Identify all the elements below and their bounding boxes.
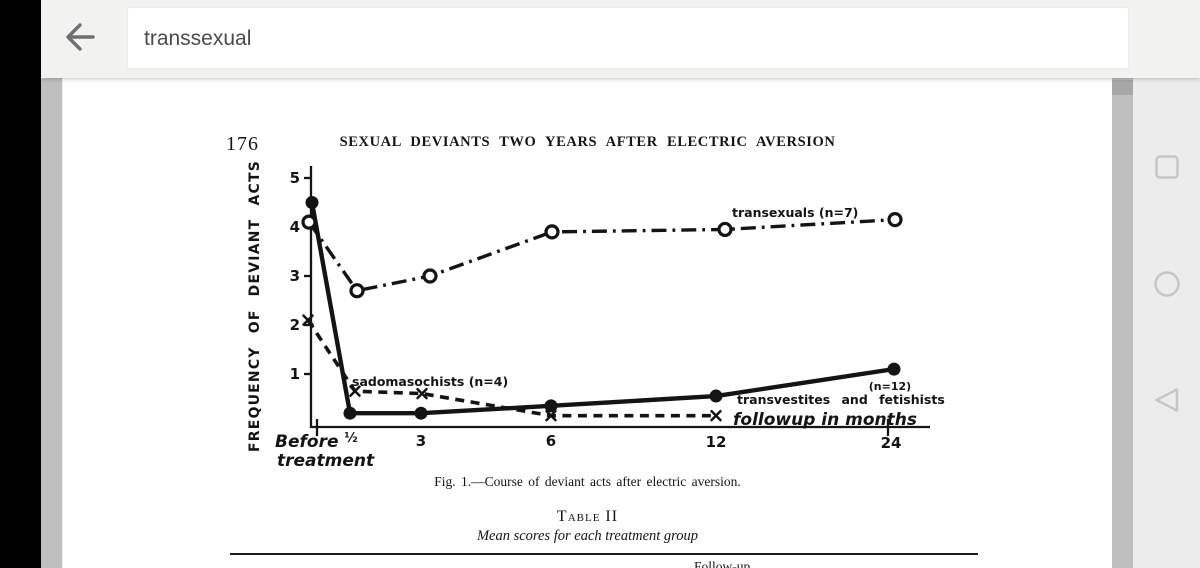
table-title: Table II: [556, 508, 619, 525]
x-tick-label: ½: [344, 431, 357, 446]
chart-annotation: transvestites and fetishists: [737, 392, 945, 407]
search-input[interactable]: [142, 8, 1106, 70]
marker-open-circle-icon: [301, 214, 317, 230]
x-tick-label: 3: [416, 432, 426, 450]
x-tick-label: 12: [706, 433, 727, 451]
marker-filled-circle-icon: [343, 406, 357, 420]
nav-back-button[interactable]: [1145, 378, 1189, 422]
marker-open-circle-icon: [717, 221, 733, 238]
table-rule: [230, 553, 978, 555]
scrollbar-thumb[interactable]: [1112, 80, 1133, 95]
figure-axes: [309, 166, 930, 429]
y-tick-label: 2: [290, 316, 300, 334]
recents-square-icon: [1155, 155, 1179, 179]
document-page: 176 SEXUAL DEVIANTS TWO YEARS AFTER ELEC…: [63, 78, 1112, 568]
viewer-gutter-left: [41, 78, 62, 568]
x-tick-label-before: treatment: [277, 451, 375, 471]
y-axis-title: FREQUENCY OF DEVIANT ACTS: [247, 160, 263, 452]
recents-button[interactable]: [1145, 145, 1189, 189]
chart-annotation: followup in months: [733, 410, 917, 430]
viewer-gutter-right: [1112, 78, 1133, 568]
marker-open-circle-icon: [544, 224, 560, 240]
back-triangle-icon: [1155, 388, 1179, 412]
series-line-transvestites-fetishists: [309, 202, 895, 416]
home-circle-icon: [1154, 271, 1180, 297]
y-tick-label: 5: [290, 169, 300, 187]
y-tick-label: 4: [290, 218, 300, 236]
search-toolbar: [41, 0, 1200, 78]
marker-open-circle-icon: [887, 212, 903, 228]
page-number: 176: [226, 133, 259, 155]
marker-filled-circle-icon: [414, 406, 428, 420]
table-subtitle: Mean scores for each treatment group: [476, 528, 699, 544]
marker-x-icon: [710, 409, 722, 422]
android-nav-bar: [1133, 0, 1200, 568]
home-button[interactable]: [1145, 262, 1189, 306]
marker-x-icon: [545, 409, 557, 422]
x-tick-label: 6: [546, 432, 556, 450]
marker-filled-circle-icon: [709, 389, 723, 403]
chart-annotation: (n=12): [869, 380, 911, 393]
running-title: SEXUAL DEVIANTS TWO YEARS AFTER ELECTRIC…: [339, 134, 836, 150]
chart-annotation: sadomasochists (n=4): [352, 374, 508, 389]
marker-filled-circle-icon: [305, 196, 319, 209]
x-tick-label: 24: [881, 434, 902, 452]
back-arrow-icon: [66, 22, 95, 51]
letterbox-strip: [0, 0, 41, 568]
chart-annotation: transexuals (n=7): [732, 205, 858, 220]
marker-open-circle-icon: [349, 283, 365, 299]
marker-filled-circle-icon: [887, 362, 901, 376]
marker-filled-circle-icon: [544, 399, 558, 413]
marker-open-circle-icon: [422, 268, 438, 284]
marker-x-icon: [416, 387, 428, 400]
search-box: [128, 8, 1128, 70]
x-tick-label-before: Before: [275, 432, 338, 452]
marker-x-icon: [349, 385, 361, 397]
y-tick-label: 3: [290, 267, 300, 285]
y-tick-label: 1: [290, 365, 300, 383]
table-column-header-partial: Follow-up: [694, 559, 751, 568]
back-button[interactable]: [56, 14, 104, 62]
figure-caption: Fig. 1.—Course of deviant acts after ele…: [434, 474, 741, 489]
marker-x-icon: [302, 314, 314, 326]
series-line-transexuals: [307, 217, 896, 293]
